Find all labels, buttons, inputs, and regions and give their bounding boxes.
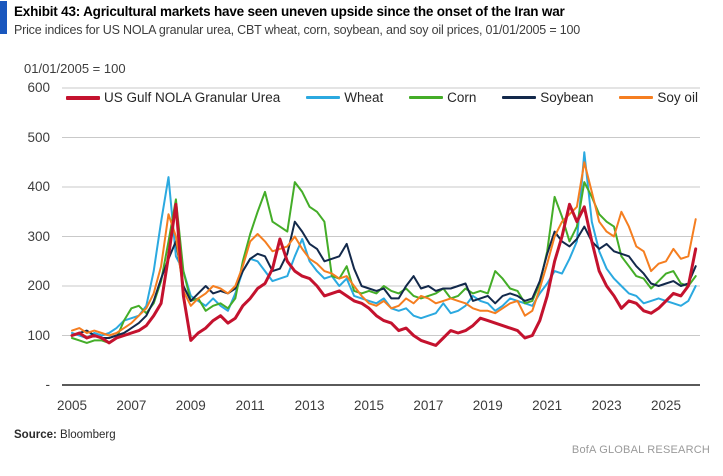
brand-mark: BofA GLOBAL RESEARCH — [571, 444, 710, 456]
corn-line-swatch — [409, 96, 444, 99]
legend-label-corn: Corn — [447, 90, 477, 105]
x-tick-2025: 2025 — [650, 398, 682, 413]
y-tick-600: 600 — [27, 80, 50, 95]
x-tick-2021: 2021 — [532, 398, 563, 413]
source-label: Source: — [14, 429, 57, 441]
x-tick-2023: 2023 — [591, 398, 622, 413]
legend-item-soybean: Soybean — [502, 90, 594, 105]
legend-label-wheat: Wheat — [344, 90, 384, 105]
wheat-line — [71, 151, 697, 339]
index-base-note: 01/01/2005 = 100 — [24, 61, 126, 76]
source-line: Source: Bloomberg — [14, 429, 116, 441]
soy-oil-line — [71, 161, 697, 337]
y-tick-300: 300 — [27, 228, 50, 244]
exhibit-title: Exhibit 43: Agricultural markets have se… — [14, 4, 565, 19]
x-tick-2015: 2015 — [353, 398, 385, 413]
y-tick-100: 100 — [27, 327, 50, 343]
legend-item-urea: US Gulf NOLA Granular Urea — [66, 90, 280, 105]
us-gulf-nola-granular-urea-line — [70, 202, 698, 347]
legend-label-urea: US Gulf NOLA Granular Urea — [104, 90, 281, 105]
wheat-line-swatch — [306, 96, 341, 99]
legend-item-soyoil: Soy oil — [619, 90, 698, 105]
y-tick-500: 500 — [27, 129, 50, 145]
x-tick-2019: 2019 — [472, 398, 503, 413]
y-tick-200: 200 — [27, 278, 50, 293]
legend-label-soybean: Soybean — [540, 90, 594, 105]
soybean-line-swatch — [502, 96, 537, 99]
x-tick-2007: 2007 — [116, 398, 147, 413]
chart-legend: US Gulf NOLA Granular Urea Wheat Corn So… — [66, 90, 698, 105]
x-tick-2009: 2009 — [175, 398, 206, 413]
x-tick-2005: 2005 — [56, 398, 88, 413]
exhibit-accent-bar — [0, 1, 7, 34]
legend-label-soyoil: Soy oil — [657, 90, 698, 105]
soyoil-line-swatch — [619, 96, 654, 99]
x-tick-2011: 2011 — [235, 398, 265, 413]
source-value: Bloomberg — [60, 429, 116, 441]
x-tick-2013: 2013 — [294, 398, 325, 413]
legend-item-corn: Corn — [409, 90, 476, 105]
urea-line-swatch — [66, 95, 100, 100]
x-tick-2017: 2017 — [413, 398, 444, 413]
y-tick-400: 400 — [27, 179, 50, 194]
y-tick--: - — [45, 377, 51, 392]
exhibit-subtitle: Price indices for US NOLA granular urea,… — [14, 23, 580, 37]
legend-item-wheat: Wheat — [306, 90, 383, 105]
corn-line — [71, 181, 697, 344]
